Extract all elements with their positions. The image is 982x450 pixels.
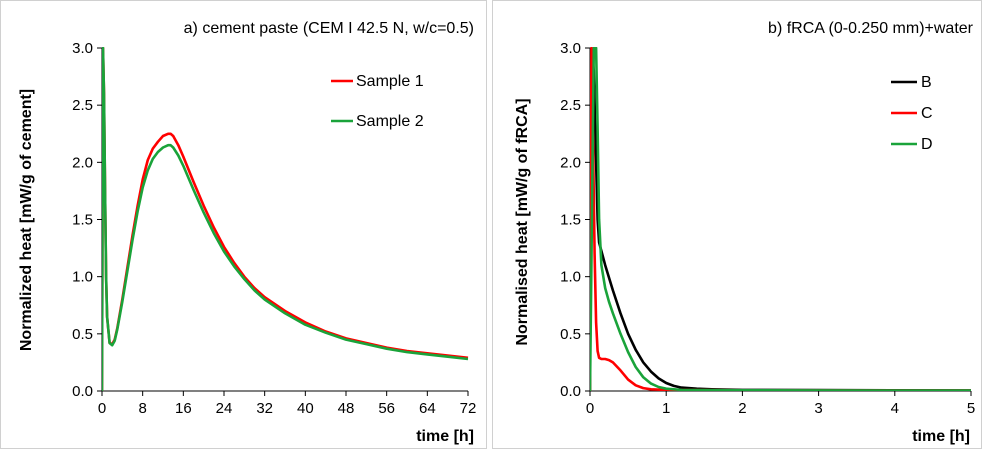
- y-tick-label: 2.0: [72, 154, 93, 171]
- x-tick-label: 40: [297, 400, 314, 417]
- x-tick-label: 2: [738, 400, 746, 417]
- y-tick-label: 0.0: [72, 383, 93, 400]
- x-tick-label: 64: [419, 400, 436, 417]
- x-tick-label: 3: [814, 400, 822, 417]
- legend-label: D: [921, 136, 933, 153]
- x-tick-label: 0: [98, 400, 106, 417]
- y-tick-label: 0.5: [72, 326, 93, 343]
- y-tick-label: 3.0: [560, 40, 581, 57]
- x-tick-label: 1: [662, 400, 670, 417]
- chart-title: a) cement paste (CEM I 42.5 N, w/c=0.5): [184, 20, 474, 37]
- legend-label: C: [921, 105, 933, 122]
- y-tick-label: 0.0: [560, 383, 581, 400]
- y-tick-label: 1.5: [560, 212, 581, 229]
- x-axis-label: time [h]: [912, 428, 970, 445]
- legend-label: Sample 1: [356, 73, 424, 90]
- x-tick-label: 48: [338, 400, 355, 417]
- series-line-d: [590, 47, 971, 391]
- y-tick-label: 3.0: [72, 40, 93, 57]
- chart-panel-b: b) fRCA (0-0.250 mm)+water 0.0 0.5 1.0 1.5 2.…: [492, 0, 982, 449]
- x-tick-label: 72: [460, 400, 477, 417]
- x-tick-label: 5: [967, 400, 975, 417]
- series-line-sample-2: [102, 47, 469, 391]
- chart-title: b) fRCA (0-0.250 mm)+water: [768, 20, 974, 37]
- y-axis-label: Normalized heat [mW/g of cement]: [18, 89, 35, 351]
- legend-label: B: [921, 74, 932, 91]
- x-tick-label: 8: [138, 400, 146, 417]
- x-tick-label: 16: [175, 400, 192, 417]
- chart-panel-a: a) cement paste (CEM I 42.5 N, w/c=0.5) 0…: [0, 0, 487, 449]
- y-tick-label: 1.0: [72, 269, 93, 286]
- y-tick-label: 1.0: [560, 269, 581, 286]
- legend-label: Sample 2: [356, 113, 424, 130]
- series-line-c: [590, 47, 971, 391]
- series-line-sample-1: [102, 47, 469, 391]
- chart-b-svg: b) fRCA (0-0.250 mm)+water 0.0 0.5 1.0 1.5 2.…: [514, 20, 975, 445]
- y-tick-label: 0.5: [560, 326, 581, 343]
- x-tick-label: 56: [378, 400, 395, 417]
- y-tick-label: 2.5: [72, 97, 93, 114]
- x-tick-label: 4: [891, 400, 899, 417]
- y-tick-label: 2.0: [560, 154, 581, 171]
- x-tick-label: 24: [216, 400, 233, 417]
- x-tick-label: 0: [586, 400, 594, 417]
- x-axis-label: time [h]: [416, 428, 474, 445]
- y-tick-label: 1.5: [72, 212, 93, 229]
- chart-a-svg: a) cement paste (CEM I 42.5 N, w/c=0.5) 0…: [18, 20, 477, 445]
- series-line-b: [590, 47, 972, 391]
- x-tick-label: 32: [256, 400, 273, 417]
- y-tick-label: 2.5: [560, 97, 581, 114]
- y-axis-label: Normalised heat [mW/g of fRCA]: [514, 98, 531, 345]
